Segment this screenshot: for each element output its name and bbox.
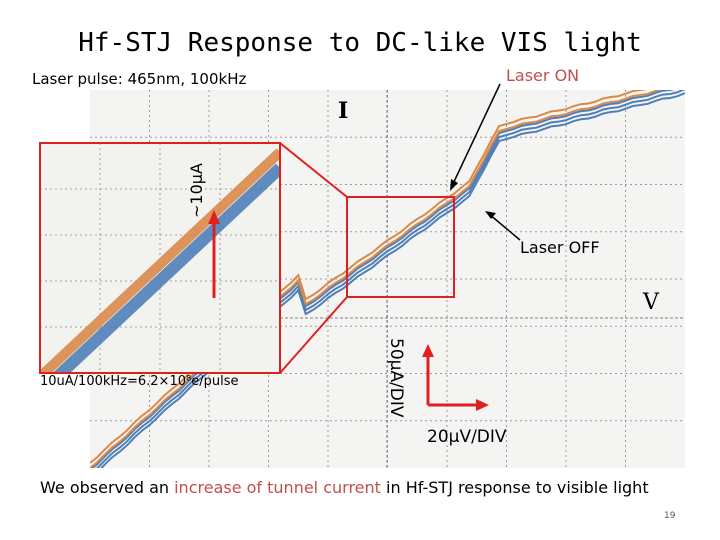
inset-laser-on-trace [40, 148, 280, 373]
inset-traces [40, 148, 280, 373]
laser-pulse-subtitle: Laser pulse: 465nm, 100kHz [32, 70, 247, 88]
laser-on-pointer-head [450, 179, 458, 191]
caption-end: in Hf-STJ response to visible light [380, 478, 649, 497]
laser-off-trace [90, 90, 675, 468]
inset-current-arrowhead [208, 210, 220, 224]
laser-on-label: Laser ON [506, 66, 580, 85]
inset-frame [39, 142, 281, 374]
slide-caption: We observed an increase of tunnel curren… [40, 478, 649, 497]
caption-highlight: increase of tunnel current [174, 478, 381, 497]
laser-off-label: Laser OFF [520, 238, 600, 257]
caption-start: We observed an [40, 478, 175, 497]
current-axis-label: I [338, 98, 349, 124]
voltage-scale-arrowhead [476, 399, 489, 411]
laser-on-trace [90, 90, 662, 468]
inset-current-label: ~10μA [187, 163, 206, 218]
voltage-axis-label: V [643, 290, 659, 315]
voltage-scale-label: 20μV/DIV [427, 427, 507, 447]
zoom-connector-bottom [279, 296, 348, 374]
zoom-box [346, 196, 455, 298]
laser-on-pointer [451, 83, 501, 187]
slide-title: Hf-STJ Response to DC-like VIS light [78, 28, 642, 58]
current-scale-arrowhead [422, 344, 434, 357]
page-number: 19 [664, 511, 676, 521]
inset-electrons-note: 10uA/100kHz=6.2×10⁸e/pulse [40, 374, 239, 389]
scope-center-axes [90, 90, 685, 468]
laser-off-pointer-head [485, 211, 496, 219]
laser-off-pointer [488, 213, 521, 241]
laser-off-trace [95, 90, 685, 468]
current-scale-label: 50μA/DIV [386, 338, 406, 418]
inset-laser-off-trace [52, 163, 280, 373]
zoom-connector-top [279, 142, 348, 198]
laser-off-trace [99, 92, 685, 468]
